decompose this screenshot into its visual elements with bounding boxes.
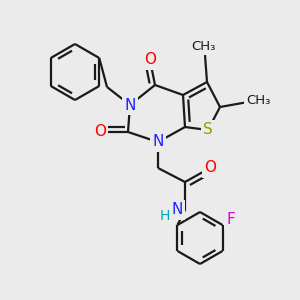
Text: N: N — [124, 98, 136, 112]
Text: S: S — [203, 122, 213, 137]
Text: N: N — [171, 202, 183, 217]
Text: CH₃: CH₃ — [246, 94, 270, 106]
Text: O: O — [144, 52, 156, 68]
Text: O: O — [94, 124, 106, 140]
Text: O: O — [204, 160, 216, 175]
Text: N: N — [152, 134, 164, 149]
Text: F: F — [226, 212, 235, 227]
Text: CH₃: CH₃ — [191, 40, 215, 53]
Text: H: H — [160, 209, 170, 223]
